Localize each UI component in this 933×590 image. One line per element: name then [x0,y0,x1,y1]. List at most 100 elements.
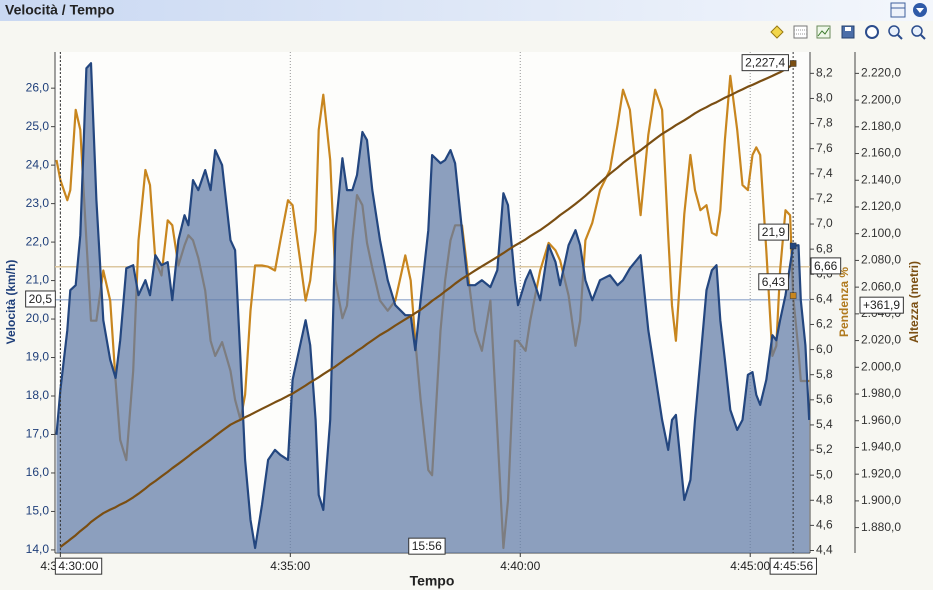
y3-tick-label: 2.000,0 [861,359,901,373]
y-tick-label: 18,0 [26,388,50,402]
reference-label-group: 6,66 [810,257,842,275]
y3-tick-label: 1.880,0 [861,520,901,534]
y2-tick-label: 7,0 [816,216,833,230]
x-tick-label: 4:45:00 [730,559,770,573]
window-title: Velocità / Tempo [5,2,114,18]
y2-tick-label: 5,8 [816,367,833,381]
y2-axis-title: Pendenza % [837,267,851,337]
y2-tick-label: 4,8 [816,492,833,506]
y-tick-label: 14,0 [26,542,50,556]
series-line [55,62,811,550]
series-line [59,62,794,548]
series-area [56,63,810,553]
gain-label-box [859,296,904,314]
y2-tick-label: 8,2 [816,66,833,80]
y3-tick-label: 2.220,0 [861,66,901,80]
cursor-value-label: 21,9 [762,225,786,239]
cursor-time-label-box [769,557,817,575]
cursor-value-label-box [758,273,789,291]
gain-label: +361,9 [863,298,900,312]
y-tick-label: 23,0 [26,196,50,210]
reference-label: 20,5 [29,292,53,306]
x-tick-label: 4:40:00 [500,559,540,573]
y3-tick-label: 2.100,0 [861,226,901,240]
y3-tick-label: 2.200,0 [861,92,901,106]
y3-tick-label: 1.980,0 [861,386,901,400]
y3-tick-label: 2.160,0 [861,146,901,160]
y2-tick-label: 6,8 [816,241,833,255]
y-tick-label: 24,0 [26,157,50,171]
cursor-value-label: 6,43 [762,275,786,289]
y3-tick-label: 2.080,0 [861,253,901,267]
y3-tick-label: 1.920,0 [861,466,901,480]
y3-tick-label: 1.940,0 [861,440,901,454]
y2-tick-label: 5,0 [816,467,833,481]
y-tick-label: 15,0 [26,504,50,518]
window-buttons[interactable] [890,2,927,18]
y-tick-label: 21,0 [26,273,50,287]
reference-label-group: 20,5 [25,290,56,308]
y2-tick-label: 7,4 [816,166,833,180]
y3-tick-label: 2.140,0 [861,172,901,186]
cursor-value-label-box [758,223,789,241]
cursor-marker [789,292,797,299]
y3-tick-label: 2.120,0 [861,199,901,213]
y-axis-title: Velocità (km/h) [4,260,18,345]
cursor-time-label-box [54,557,103,575]
zoom-in-tool[interactable] [911,25,923,37]
zoom-out-tool[interactable] [888,25,900,37]
toolbar [770,25,926,40]
duration-label-group: 15:56 [408,537,446,555]
y3-tick-label: 2.020,0 [861,333,901,347]
y2-tick-label: 8,0 [816,91,833,105]
y-tick-label: 20,0 [26,311,50,325]
reference-label-box [25,290,56,308]
cursor-value-label: 2,227,4 [745,56,785,70]
cursor-time-label-group: 4:45:56 [769,557,817,575]
y2-tick-label: 4,4 [816,543,833,557]
title-bar [0,0,933,21]
reference-label-box [810,257,842,275]
cursor-marker [789,60,797,67]
y2-tick-label: 6,4 [816,292,833,306]
y2-tick-label: 5,2 [816,442,833,456]
y-tick-label: 22,0 [26,234,50,248]
y-tick-label: 19,0 [26,350,50,364]
y2-tick-label: 6,2 [816,317,833,331]
cursor-time-label: 4:45:56 [773,559,813,573]
y3-tick-label: 1.960,0 [861,413,901,427]
cursor-value-label-group: 21,9 [758,223,789,241]
cursor-value-label-group: 6,43 [758,273,789,291]
cursor-time-label: 4:30:00 [58,559,98,573]
y2-tick-label: 7,8 [816,116,833,130]
y-tick-label: 17,0 [26,427,50,441]
y3-tick-label: 2.180,0 [861,119,901,133]
reference-label: 6,66 [814,259,838,273]
duration-label-box [408,537,446,555]
cursor-value-label-group: 2,227,4 [741,54,789,72]
y-tick-label: 26,0 [26,80,50,94]
y-tick-label: 16,0 [26,465,50,479]
y2-tick-label: 4,6 [816,518,833,532]
cursor-time-label-group: 4:30:00 [54,557,103,575]
x-tick-label: 4:35:00 [270,559,310,573]
y2-tick-label: 7,2 [816,191,833,205]
y3-tick-label: 2.060,0 [861,279,901,293]
x-axis-title: Tempo [410,573,455,589]
layout-button[interactable] [890,2,906,18]
y3-tick-label: 1.900,0 [861,493,901,507]
marker-tool[interactable] [770,25,784,39]
settings-tool[interactable] [865,25,879,39]
y-tick-label: 25,0 [26,119,50,133]
gain-label-group: +361,9 [859,296,904,314]
duration-label: 15:56 [412,539,442,553]
y3-axis-title: Altezza (metri) [907,261,921,343]
y2-tick-label: 5,6 [816,392,833,406]
y2-tick-label: 7,6 [816,141,833,155]
y2-tick-label: 5,4 [816,417,833,431]
cursor-marker [789,242,797,250]
cursor-value-label-box [741,54,789,72]
y2-tick-label: 6,0 [816,342,833,356]
grid-tool[interactable] [793,25,808,39]
